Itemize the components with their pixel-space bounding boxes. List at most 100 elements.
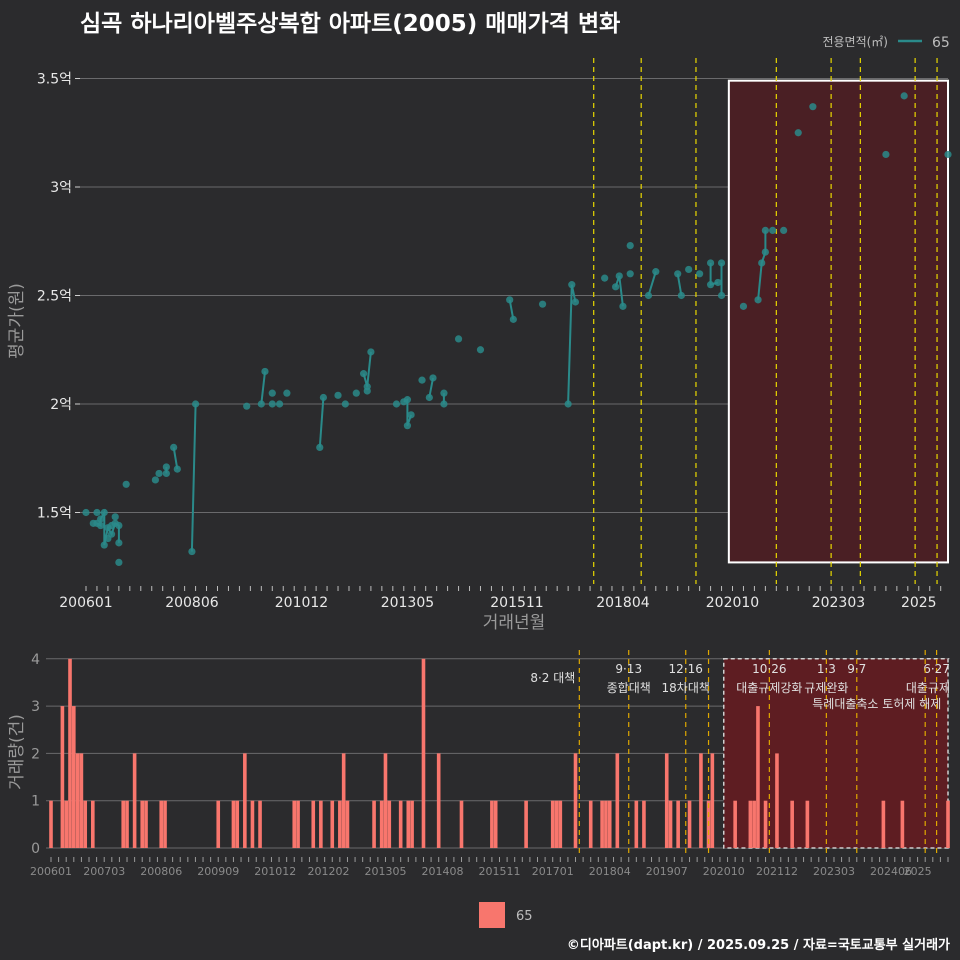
data-point: [107, 530, 116, 538]
policy-date-label: 9·7: [847, 662, 866, 676]
volume-bar: [387, 800, 392, 848]
data-point: [717, 259, 726, 267]
data-point: [268, 389, 276, 397]
volume-bar: [775, 753, 779, 848]
volume-bar: [554, 800, 559, 848]
volume-bar: [372, 800, 376, 848]
data-point: [706, 281, 715, 289]
data-point: [538, 300, 547, 308]
data-point: [944, 150, 952, 159]
series-line: [190, 403, 197, 552]
series-line: [172, 447, 179, 470]
data-point: [316, 443, 324, 451]
y-tick-label: 3: [31, 699, 40, 715]
data-point: [440, 389, 448, 397]
volume-bar: [132, 753, 137, 848]
data-point: [363, 387, 371, 395]
data-point: [674, 270, 682, 278]
x-tick-label: 201511: [479, 865, 521, 878]
volume-bar: [406, 800, 411, 848]
volume-bar: [664, 753, 669, 848]
volume-bar: [75, 753, 80, 848]
volume-bar: [687, 800, 692, 848]
data-point: [677, 291, 685, 300]
data-point: [696, 270, 704, 278]
data-point: [257, 400, 265, 408]
volume-bar: [379, 800, 384, 848]
volume-bar: [676, 800, 680, 848]
data-point: [173, 465, 181, 473]
data-point: [243, 402, 251, 410]
volume-bar: [60, 706, 65, 848]
data-point: [115, 539, 123, 547]
data-point: [652, 268, 660, 276]
y-tick-label: 1.5억: [37, 506, 72, 522]
data-point: [761, 226, 769, 234]
policy-date-label: 10·26: [752, 662, 786, 676]
series-line: [676, 273, 683, 296]
x-tick-label: 2025: [904, 865, 932, 878]
volume-bar: [144, 800, 148, 848]
volume-bar: [550, 800, 555, 848]
x-tick-label: 201804: [596, 595, 650, 611]
volume-bar: [319, 800, 323, 848]
policy-desc-label: 규제완화: [804, 681, 848, 695]
x-tick-label: 201305: [364, 865, 406, 878]
x-tick-label: 201907: [646, 865, 688, 878]
data-point: [170, 443, 178, 451]
volume-bar: [68, 658, 72, 848]
y-tick-label: 3억: [50, 180, 72, 196]
data-point: [626, 270, 634, 278]
policy-desc-label: 18차대책: [662, 680, 710, 695]
volume-bar: [421, 658, 426, 848]
data-point: [758, 259, 766, 267]
x-tick-label: 201804: [589, 865, 631, 878]
policy-date-label: 6·27: [923, 662, 950, 676]
chart-title: 심곡 하나리아벨주상복합 아파트(2005) 매매가격 변화: [80, 11, 621, 37]
legend-title: 전용면적(㎡): [822, 35, 888, 49]
volume-bar: [490, 800, 494, 848]
data-point: [714, 278, 722, 287]
y-tick-label: 0: [31, 841, 40, 857]
data-point: [809, 103, 817, 111]
data-point: [454, 335, 463, 343]
x-tick-label: 2025: [901, 595, 937, 611]
x-tick-label: 200806: [140, 865, 182, 878]
volume-bar: [296, 800, 300, 848]
data-point: [644, 291, 653, 300]
data-point: [111, 513, 119, 521]
volume-bar: [311, 800, 316, 848]
x-tick-label: 201408: [421, 865, 463, 878]
policy-desc-label: 종합대책: [607, 680, 651, 695]
x-tick-label: 201305: [381, 595, 434, 611]
data-point: [334, 391, 342, 399]
data-point: [352, 389, 360, 397]
y-tick-label: 2: [31, 746, 40, 762]
data-point: [706, 259, 715, 267]
volume-bar: [790, 800, 794, 848]
y-tick-label: 4: [31, 652, 40, 668]
data-point: [403, 422, 412, 430]
series-line: [318, 397, 325, 448]
volume-bar: [756, 706, 760, 848]
y-tick-label: 1: [31, 794, 40, 810]
policy-date-label: 9·13: [615, 662, 642, 676]
highlight-region: [727, 79, 950, 564]
volume-bar: [763, 800, 768, 848]
data-point: [612, 283, 620, 291]
x-tick-label: 201511: [490, 595, 543, 611]
series-line: [757, 230, 767, 300]
volume-bar: [71, 706, 76, 848]
x-tick-label: 201012: [254, 865, 296, 878]
data-point: [685, 265, 693, 274]
data-point: [615, 272, 623, 280]
data-point: [100, 541, 108, 549]
data-point: [619, 302, 627, 310]
data-point: [780, 226, 788, 234]
volume-bar: [615, 753, 620, 848]
data-point: [122, 480, 130, 488]
data-point: [319, 393, 328, 402]
data-point: [283, 389, 291, 397]
data-point: [97, 515, 105, 523]
